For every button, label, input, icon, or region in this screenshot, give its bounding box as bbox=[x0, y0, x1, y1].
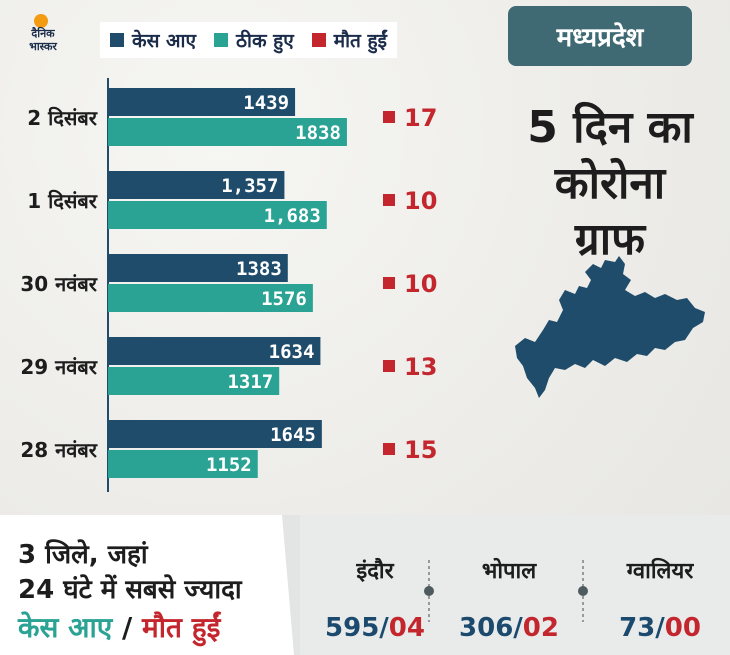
city-indore: इंदौर 595/04 bbox=[310, 555, 440, 643]
city-name: इंदौर bbox=[356, 559, 394, 584]
legend-label-deaths: मौत हुईं bbox=[333, 30, 387, 52]
city-values: 306/02 bbox=[444, 613, 574, 643]
separator-dot bbox=[424, 586, 434, 596]
headline: 5 दिन का कोरोना ग्राफ bbox=[505, 100, 715, 268]
city-bhopal: भोपाल 306/02 bbox=[444, 555, 574, 643]
city-slash: / bbox=[513, 613, 523, 643]
city-name: ग्वालियर bbox=[626, 559, 694, 584]
bottom-slash: / bbox=[122, 611, 133, 644]
dotted-separator bbox=[424, 560, 434, 622]
cases-value-label: 1439 bbox=[243, 92, 289, 114]
legend-item-deaths: मौत हुईं bbox=[311, 27, 387, 53]
recovered-bar bbox=[108, 367, 280, 395]
separator-dot bbox=[578, 586, 588, 596]
recovered-bar bbox=[108, 284, 313, 312]
cases-bar bbox=[108, 420, 322, 448]
deaths-marker bbox=[383, 111, 395, 123]
recovered-bar bbox=[108, 118, 347, 146]
deaths-value-label: 13 bbox=[404, 353, 437, 381]
bar-chart: 2 दिसंबर 1439 1838 17 1 दिसंबर 1,357 1,683 10 30… bbox=[0, 70, 500, 500]
bottom-left-panel: 3 जिले, जहां 24 घंटे में सबसे ज्यादा केस… bbox=[0, 515, 295, 655]
legend-item-recovered: ठीक हुए bbox=[213, 27, 294, 53]
headline-line2: कोरोना bbox=[554, 158, 666, 209]
cases-value-label: 1,357 bbox=[221, 175, 278, 197]
bottom-deaths-label: मौत हुईं bbox=[142, 611, 221, 644]
state-map-icon bbox=[505, 250, 715, 410]
cases-bar bbox=[108, 254, 288, 282]
deaths-value-label: 10 bbox=[404, 187, 437, 215]
cases-value-label: 1383 bbox=[236, 258, 282, 280]
bottom-panel: 3 जिले, जहां 24 घंटे में सबसे ज्यादा केस… bbox=[0, 515, 730, 655]
legend-label-recovered: ठीक हुए bbox=[235, 30, 294, 52]
recovered-value-label: 1838 bbox=[295, 122, 341, 144]
recovered-value-label: 1576 bbox=[261, 288, 307, 310]
headline-line3: ग्राफ bbox=[574, 214, 646, 265]
brand-logo: दैनिक भास्कर bbox=[12, 14, 74, 54]
city-gwalior: ग्वालियर 73/00 bbox=[595, 555, 725, 643]
category-label: 29 नवंबर bbox=[20, 355, 97, 379]
cases-bar bbox=[108, 337, 321, 365]
headline-line1: 5 दिन का bbox=[527, 102, 693, 153]
city-cases: 73 bbox=[619, 613, 656, 643]
recovered-bar bbox=[108, 201, 327, 229]
legend-swatch-deaths bbox=[311, 33, 326, 47]
deaths-value-label: 17 bbox=[404, 104, 437, 132]
sun-icon bbox=[34, 14, 48, 28]
city-name: भोपाल bbox=[481, 559, 537, 584]
category-label: 2 दिसंबर bbox=[27, 106, 98, 130]
bottom-heading-line1: 3 जिले, जहां bbox=[18, 540, 148, 570]
legend-item-cases: केस आए bbox=[110, 27, 196, 53]
category-label: 1 दिसंबर bbox=[27, 189, 98, 213]
category-label: 30 नवंबर bbox=[20, 272, 97, 296]
city-deaths: 04 bbox=[388, 613, 425, 643]
category-label: 28 नवंबर bbox=[20, 438, 97, 462]
cases-bar bbox=[108, 171, 285, 199]
cases-bar bbox=[108, 88, 296, 116]
legend-label-cases: केस आए bbox=[132, 30, 196, 52]
deaths-marker bbox=[383, 360, 395, 372]
deaths-value-label: 15 bbox=[404, 436, 437, 464]
brand-line2: भास्कर bbox=[29, 40, 57, 53]
deaths-marker bbox=[383, 194, 395, 206]
bottom-heading-line3: केस आए / मौत हुईं bbox=[18, 608, 220, 646]
city-stats-panel: इंदौर 595/04 भोपाल 306/02 ग्वालियर 73/00 bbox=[300, 515, 730, 655]
city-values: 595/04 bbox=[310, 613, 440, 643]
recovered-bar bbox=[108, 450, 258, 478]
recovered-value-label: 1317 bbox=[227, 371, 273, 393]
dotted-separator bbox=[578, 560, 588, 622]
state-title: मध्यप्रदेश bbox=[508, 6, 692, 66]
legend-swatch-recovered bbox=[213, 33, 228, 47]
cases-value-label: 1645 bbox=[270, 424, 316, 446]
city-deaths: 00 bbox=[664, 613, 701, 643]
bar-chart-svg: 2 दिसंबर 1439 1838 17 1 दिसंबर 1,357 1,683 10 30… bbox=[20, 78, 437, 492]
chart-legend: केस आए ठीक हुए मौत हुईं bbox=[100, 22, 397, 58]
deaths-value-label: 10 bbox=[404, 270, 437, 298]
cases-value-label: 1634 bbox=[269, 341, 315, 363]
bottom-cases-label: केस आए bbox=[18, 611, 113, 644]
recovered-value-label: 1152 bbox=[206, 454, 252, 476]
city-slash: / bbox=[655, 613, 665, 643]
city-cases: 306 bbox=[459, 613, 514, 643]
deaths-marker bbox=[383, 443, 395, 455]
city-cases: 595 bbox=[325, 613, 380, 643]
city-slash: / bbox=[379, 613, 389, 643]
legend-swatch-cases bbox=[110, 33, 124, 47]
city-deaths: 02 bbox=[522, 613, 559, 643]
recovered-value-label: 1,683 bbox=[264, 205, 321, 227]
bottom-heading-line2: 24 घंटे में सबसे ज्यादा bbox=[18, 575, 242, 605]
city-values: 73/00 bbox=[595, 613, 725, 643]
deaths-marker bbox=[383, 277, 395, 289]
brand-line1: दैनिक bbox=[31, 27, 55, 40]
